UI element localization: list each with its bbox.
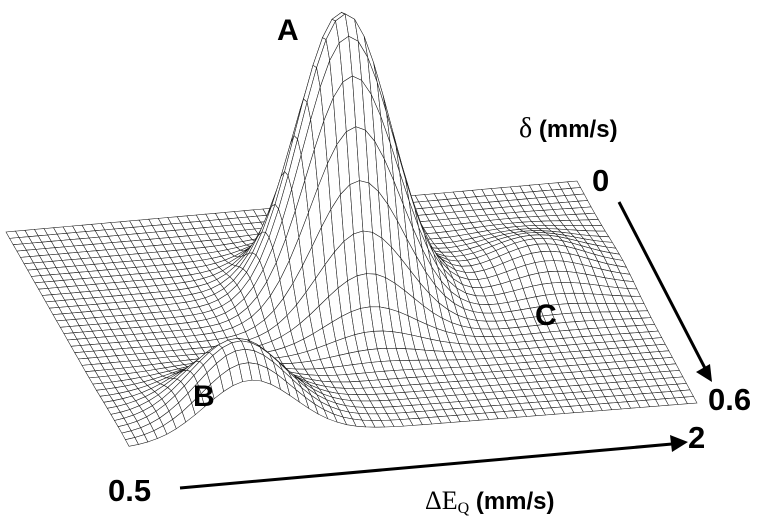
peak-label-a: A <box>277 14 299 47</box>
deq-axis-arrow <box>179 442 673 490</box>
delta-axis-label: δ (mm/s) <box>519 113 618 145</box>
deq-axis-subscript: Q <box>457 500 470 517</box>
deq-axis-arrowhead <box>670 435 688 452</box>
mesh-cell <box>683 396 698 404</box>
deq-axis-label: ΔEQ (mm/s) <box>425 486 555 518</box>
axis-arrows <box>179 201 712 490</box>
delta-axis-symbol: δ <box>519 113 533 144</box>
deq-axis-symbol: ΔEQ <box>425 486 470 517</box>
peak-label-c: C <box>535 299 557 332</box>
delta-axis-arrow <box>617 201 710 375</box>
delta-axis-unit: (mm/s) <box>538 116 618 143</box>
delta-tick-max: 0.6 <box>708 382 752 417</box>
peak-label-b: B <box>193 380 215 413</box>
surface-mesh <box>5 11 698 447</box>
deq-axis-unit: (mm/s) <box>475 488 555 515</box>
deq-tick-max: 2 <box>688 420 706 455</box>
delta-tick-min: 0 <box>592 163 610 198</box>
deq-tick-min: 0.5 <box>108 473 152 508</box>
delta-axis-arrowhead <box>696 364 712 382</box>
